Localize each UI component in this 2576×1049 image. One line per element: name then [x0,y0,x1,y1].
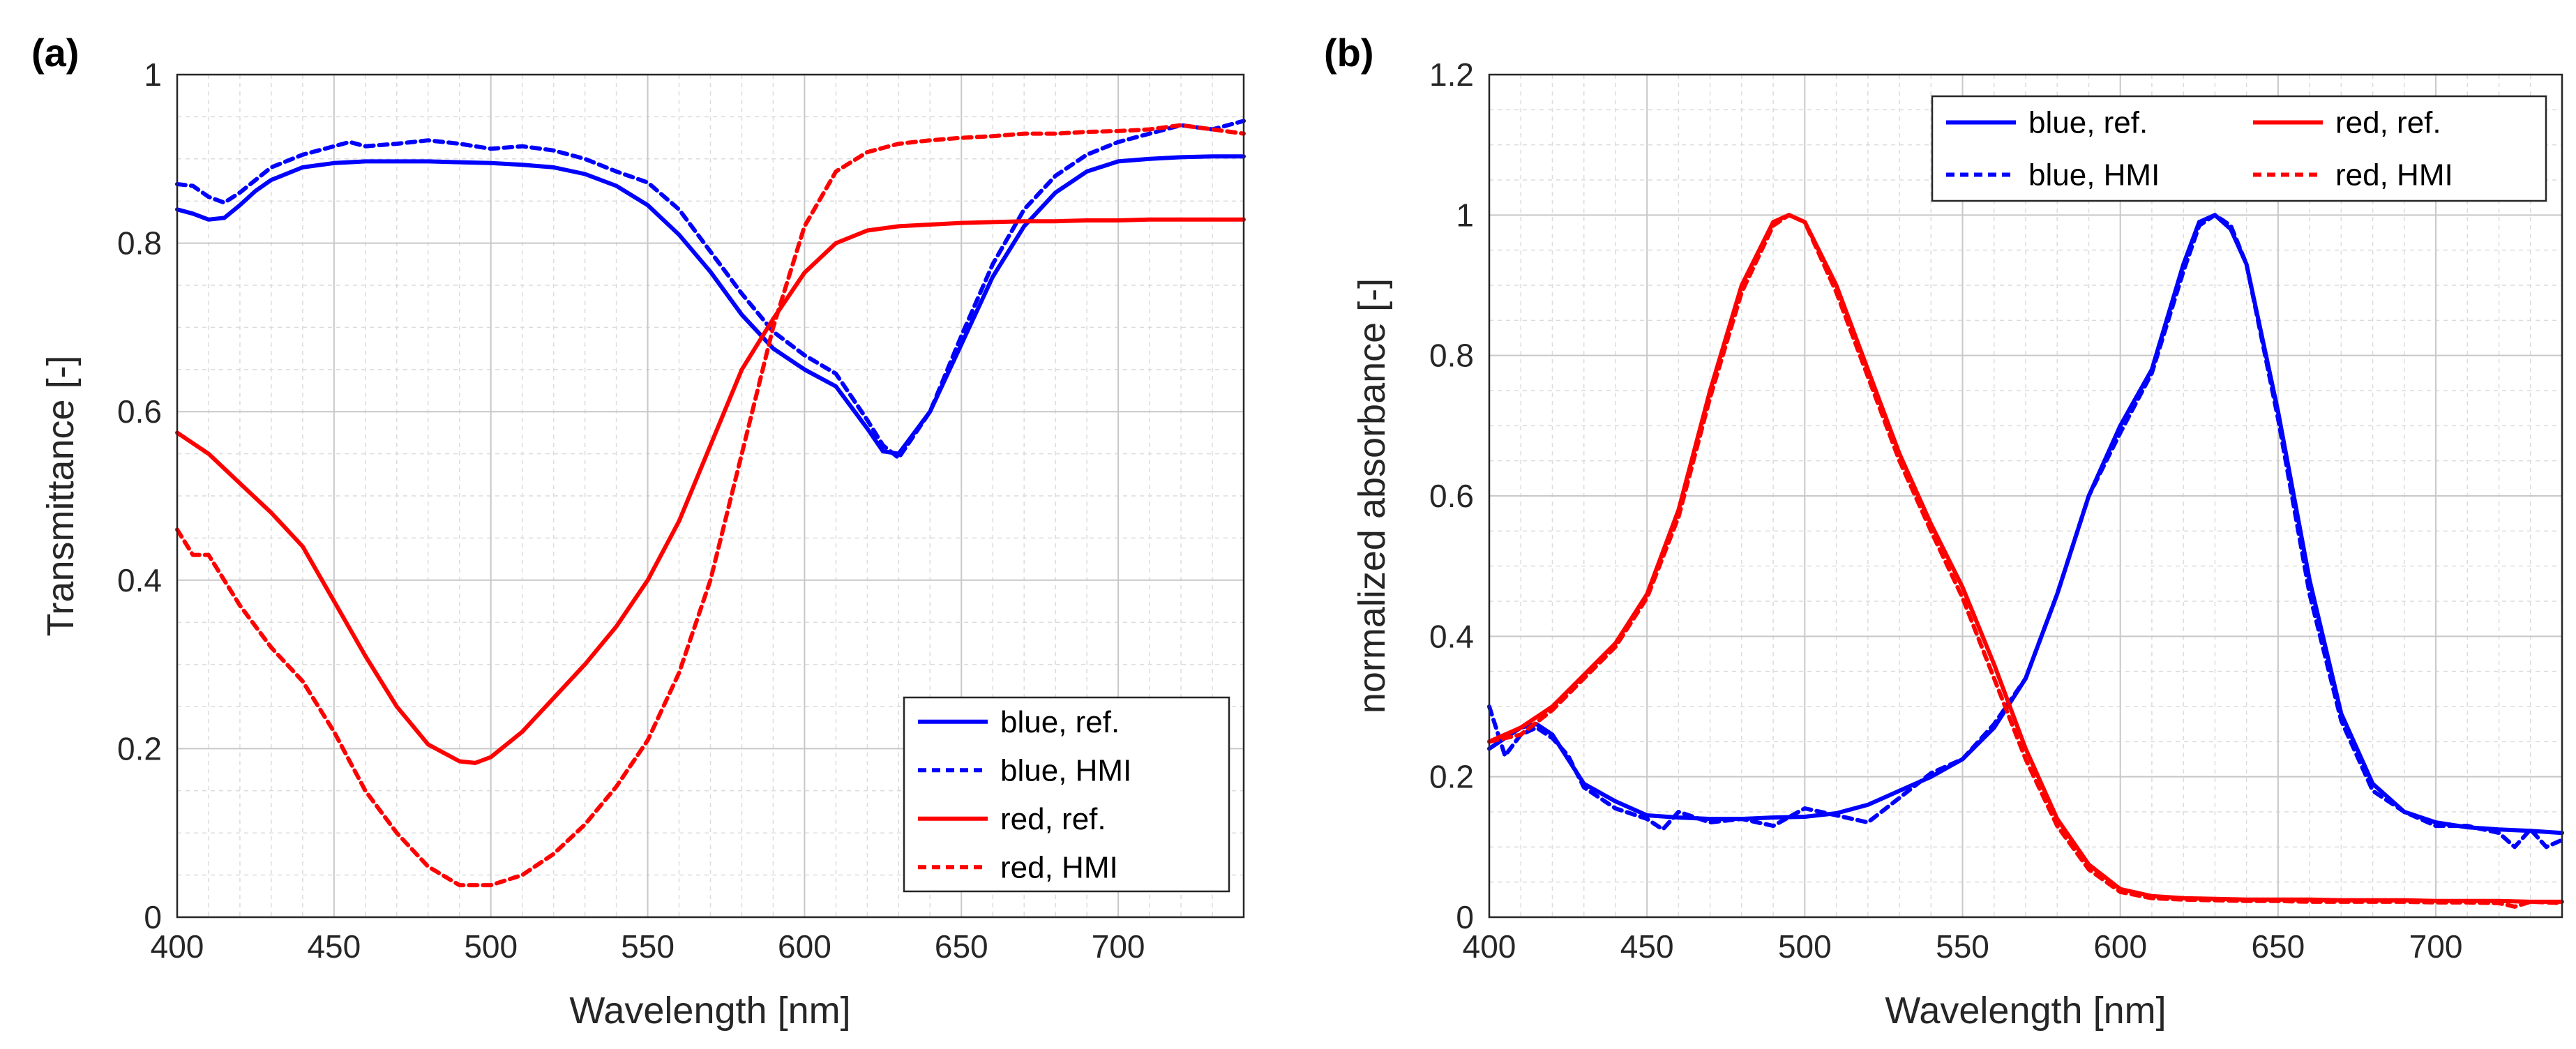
legend-label: red, ref. [1000,802,1106,836]
legend-label: blue, HMI [2028,158,2160,193]
legend-label: blue, HMI [1000,753,1131,787]
x-tick-label: 550 [621,928,675,965]
series-line-red-ref [175,217,1246,765]
y-tick-label: 0.2 [1429,759,1474,795]
x-tick-label: 600 [2093,928,2147,965]
panel-label-b: (b) [1324,31,1374,75]
legend-b: blue, ref. blue, HMI red, ref. red, HMI [1931,95,2547,202]
series-line-blue-hmi [1487,213,2564,850]
series-line-red-hmi [175,123,1246,888]
x-tick-label: 650 [2252,928,2305,965]
y-tick-label: 0.2 [117,730,162,767]
x-tick-label: 700 [1092,928,1145,965]
series-line-blue-ref [175,154,1246,456]
x-tick-label: 450 [307,928,361,965]
y-tick-label: 0.6 [1429,478,1474,514]
grid-b [1489,74,2562,918]
x-tick-label: 550 [1936,928,1989,965]
series-group-a [175,119,1246,888]
plot-area-b [1488,73,2563,919]
y-tick-label: 0 [144,899,162,935]
y-tick-label: 1 [144,56,162,93]
x-tick-label: 450 [1620,928,1674,965]
series-line-blue-hmi [175,119,1246,460]
y-tick-label: 0.4 [117,562,162,598]
y-tick-label: 0.8 [1429,338,1474,374]
series-group-b [1487,213,2564,909]
series-line-blue-ref [1487,213,2564,836]
legend-label: red, HMI [2335,158,2453,193]
legend-label: red, HMI [1000,850,1118,884]
x-tick-label: 650 [935,928,988,965]
x-tick-label: 700 [2409,928,2463,965]
x-axis-label-b: Wavelength [nm] [1885,990,2166,1032]
y-tick-label: 0.8 [117,225,162,262]
x-tick-label: 500 [1778,928,1832,965]
tick-labels-a: 400 450 500 550 600 650 700 0 0.2 0.4 0.6 0.8 1 [117,56,1145,965]
series-line-red-hmi [1487,213,2564,909]
x-tick-label: 400 [151,928,204,965]
y-tick-label: 0.4 [1429,618,1474,654]
x-axis-label-a: Wavelength [nm] [569,990,850,1032]
y-tick-label: 0.6 [117,393,162,430]
grid-a [176,74,1244,918]
legend-box [903,696,1230,893]
tick-labels-b: 400 450 500 550 600 650 700 0 0.2 0.4 0.6 0.8 1 1.2 [1429,56,2462,965]
x-tick-label: 600 [778,928,831,965]
y-tick-label: 1.2 [1429,56,1474,93]
legend-a: blue, ref. blue, HMI red, ref. red, HMI [903,696,1230,893]
panel-label-a: (a) [31,31,79,75]
plot-area-a [176,73,1245,919]
x-tick-label: 400 [1463,928,1516,965]
y-tick-label: 1 [1456,197,1474,233]
legend-label: blue, ref. [2028,106,2148,140]
y-tick-label: 0 [1456,899,1474,935]
chart-panel-b: (b) 400 450 500 550 600 650 700 0 0.2 0.4 0.6 0.8 1 1… [1324,31,2564,1032]
legend-label: blue, ref. [1000,705,1120,739]
chart-panel-a: (a) 400 450 500 550 600 650 70000.20.40.60.81 … [31,31,1246,1032]
x-tick-label: 500 [464,928,518,965]
y-axis-label-b: normalized absorbance [-] [1351,278,1393,714]
legend-label: red, ref. [2335,106,2441,140]
y-axis-label-a: Transmittance [-] [40,355,82,636]
legend-box [1931,95,2547,202]
